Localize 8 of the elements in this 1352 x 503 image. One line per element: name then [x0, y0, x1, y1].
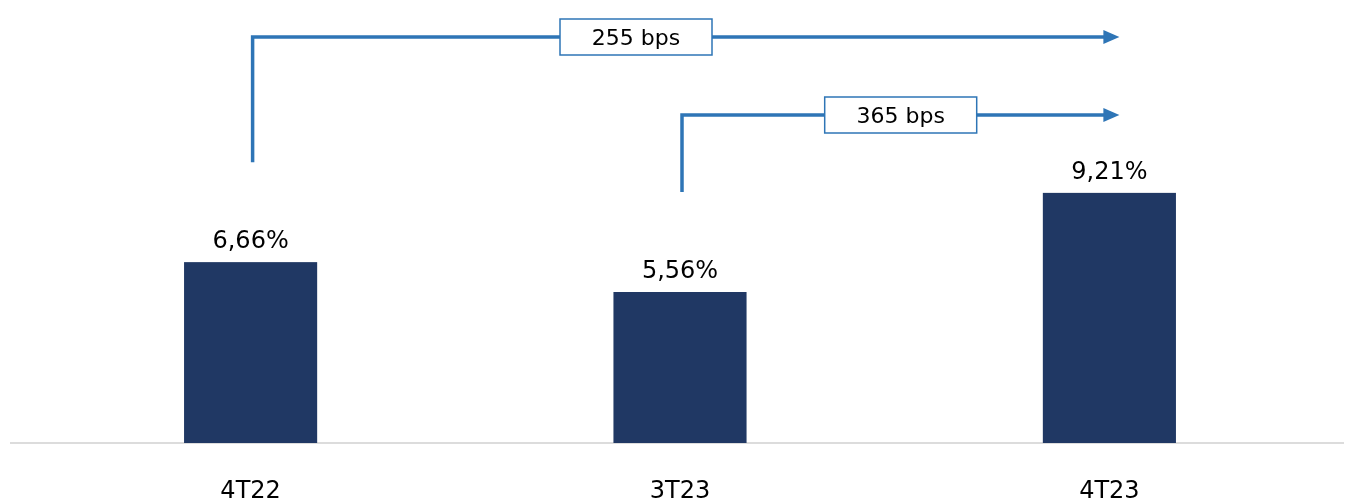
x-tick-label: 4T22 — [220, 476, 281, 503]
text: 255 bps — [591, 25, 681, 50]
data-label: 5,56% — [641, 256, 719, 284]
data-label: 6,66% — [212, 226, 289, 255]
data-label: 9,21% — [1071, 156, 1148, 185]
x-tick-label: 3T23 — [649, 476, 711, 503]
text: 365 bps — [856, 103, 945, 128]
x-tick-label: 4T23 — [1079, 476, 1140, 503]
